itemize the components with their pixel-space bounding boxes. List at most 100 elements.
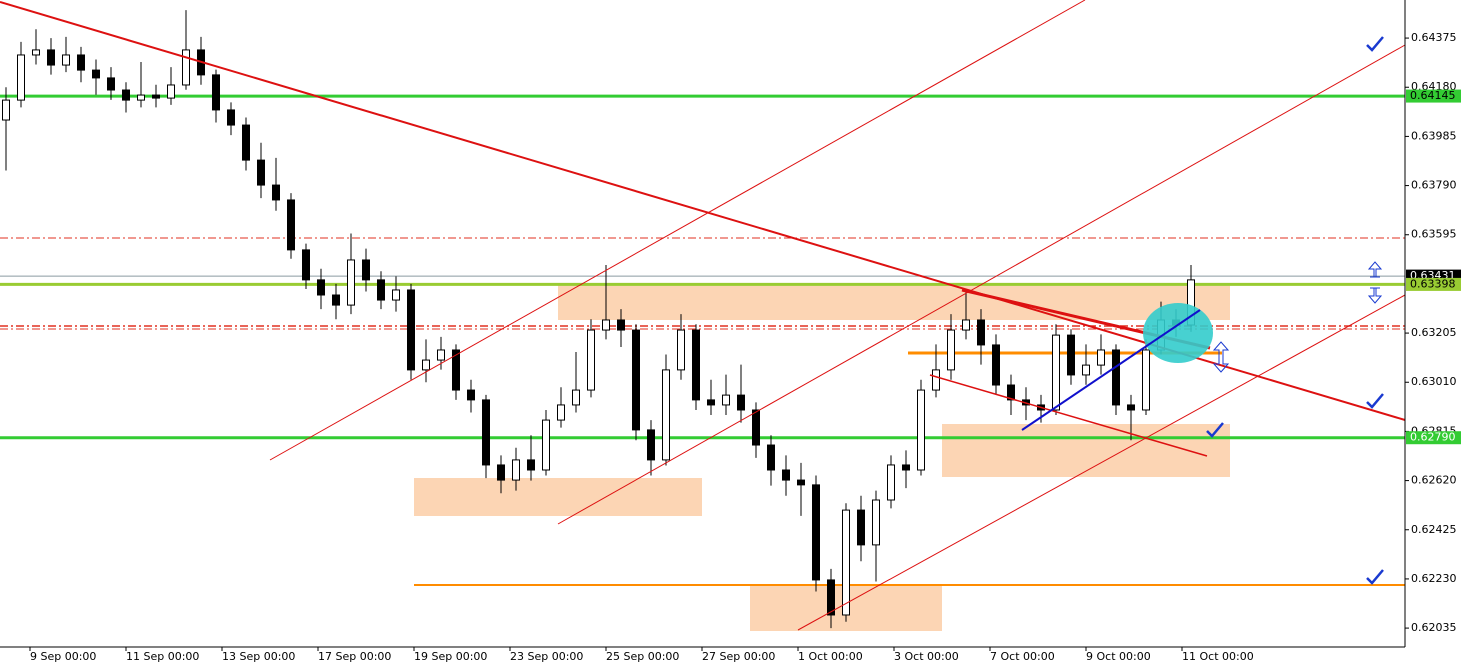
candle-body [617,319,625,331]
candles [2,10,1195,629]
candle-body [452,349,460,391]
x-tick-label: 7 Oct 00:00 [990,650,1055,663]
axes: 0.643750.641800.639850.637900.635950.632… [29,31,1461,663]
candle-body [17,54,25,101]
x-tick-label: 23 Sep 00:00 [510,650,583,663]
candle-body [122,89,130,101]
candle-body [347,259,355,306]
arrow-both [1212,341,1230,373]
channel-line [557,44,1406,525]
candle-body [107,77,115,91]
y-tick-label: 0.62620 [1411,474,1457,487]
candle-body [92,69,100,79]
y-tick-label: 0.62035 [1411,621,1457,634]
x-tick-label: 17 Sep 00:00 [318,650,391,663]
candle-body [482,399,490,466]
candle-body [842,509,850,616]
candle-body [632,329,640,431]
candle-body [317,279,325,296]
candle-body [647,429,655,461]
levels [0,94,1405,440]
candle-body [557,404,565,421]
candle-body [992,344,1000,386]
candle-body [1112,349,1120,406]
candle-body [287,199,295,251]
candle-body [1142,349,1150,411]
arrow-up [1367,261,1383,278]
candle-body [272,184,280,201]
candle-body [887,464,895,501]
candle-body [62,54,70,66]
candle-body [47,49,55,66]
candle-body [977,319,985,346]
candle-body [1082,364,1090,376]
x-tick-label: 3 Oct 00:00 [894,650,959,663]
trendlines [0,0,1406,631]
candle-body [827,579,835,616]
candle-body [527,459,535,471]
candle-body [662,369,670,461]
candle-body [917,389,925,471]
candle-body [857,509,865,546]
candle-body [392,289,400,301]
y-tick-label: 0.63010 [1411,375,1457,388]
candle-body [707,399,715,406]
y-tick-label: 0.62230 [1411,572,1457,585]
candle-body [932,369,940,391]
x-tick-label: 13 Sep 00:00 [222,650,295,663]
candle-body [497,464,505,481]
candle-body [332,294,340,306]
y-tick-label: 0.63790 [1411,179,1457,192]
zone [942,424,1230,477]
candle-body [77,54,85,71]
candle-body [227,109,235,126]
candle-body [1067,334,1075,376]
y-tick-label: 0.64375 [1411,31,1457,44]
candle-body [437,349,445,361]
highlight [1143,303,1213,363]
x-tick-label: 9 Sep 00:00 [30,650,96,663]
level-label-box [1406,277,1461,291]
candle-body [32,49,40,56]
check-mark [1366,36,1384,52]
x-tick-label: 9 Oct 00:00 [1086,650,1151,663]
candle-body [692,329,700,401]
candle-body [812,484,820,581]
candle-body [377,279,385,301]
candle-body [947,329,955,371]
candle-body [572,389,580,406]
arrow-down [1367,287,1383,304]
level-label: 0.64145 [1410,89,1456,102]
candle-body [737,394,745,411]
candle-body [1007,384,1015,401]
candle-body [137,94,145,101]
candle-body [677,329,685,371]
candle-body [602,319,610,331]
zone [414,478,702,516]
candle-body [242,124,250,161]
candle-body [902,464,910,471]
candle-body [1052,334,1060,411]
level-label-box [1406,89,1461,103]
x-tick-label: 25 Sep 00:00 [606,650,679,663]
level-label: 0.63398 [1410,277,1456,290]
candle-body [872,499,880,546]
channel-line [797,294,1406,631]
candle-body [467,389,475,401]
check-mark [1366,569,1384,585]
x-tick-label: 1 Oct 00:00 [798,650,863,663]
level-label-box [1406,431,1461,445]
x-tick-label: 11 Sep 00:00 [126,650,199,663]
zone [558,285,1230,320]
y-tick-label: 0.62425 [1411,523,1457,536]
candle-body [752,409,760,446]
check-mark [1206,422,1224,438]
x-tick-label: 19 Sep 00:00 [414,650,487,663]
candle-body [2,99,10,121]
check-mark [1366,393,1384,409]
candle-body [152,94,160,99]
candle-body [257,159,265,186]
candle-body [302,249,310,281]
candle-body [587,329,595,391]
